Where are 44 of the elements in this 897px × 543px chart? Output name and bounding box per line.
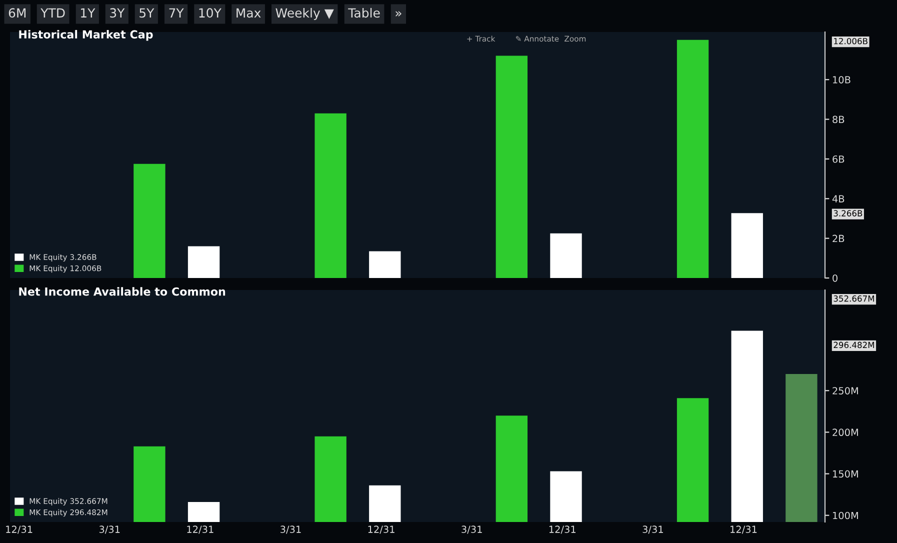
y-tick-label: 150M (833, 470, 858, 478)
bar (496, 56, 528, 278)
text: 3/31 (642, 526, 663, 534)
text: YTD (40, 8, 65, 18)
bar (369, 251, 401, 278)
y-tick-label: 100M (833, 512, 858, 520)
y-tick-label: 0 (832, 274, 838, 282)
bar (134, 164, 166, 278)
chart-title: Net Income Available to Common (19, 287, 226, 296)
text: 352.667M (834, 295, 874, 302)
text: 12/31 (549, 526, 576, 534)
bar (731, 213, 763, 278)
y-tick-label: 2B (832, 234, 844, 242)
y-tick-label: 10B (833, 76, 850, 84)
bar (188, 246, 220, 278)
bar (314, 113, 346, 278)
y-tick-label: 200M (832, 428, 858, 436)
text: 12/31 (368, 526, 394, 534)
bar (676, 40, 709, 278)
text: 5Y (140, 8, 154, 18)
text: 10Y (199, 8, 222, 18)
text: 12/31 (6, 526, 32, 534)
text: 6M (8, 8, 26, 18)
text: 12.006B (834, 38, 868, 44)
chart-title: Historical Market Cap (19, 30, 153, 41)
text: 3/31 (280, 526, 301, 534)
text: » (396, 10, 402, 17)
y-tick-label: 8B (832, 116, 844, 124)
text: 3Y (110, 8, 125, 18)
y-tick-label: 250M (832, 387, 858, 394)
text: 1Y (81, 8, 96, 18)
y-tick-label: 6B (832, 155, 844, 163)
text: 12/31 (187, 526, 214, 534)
text: 3/31 (99, 526, 120, 534)
text: 12/31 (730, 526, 757, 534)
text: Max (236, 8, 261, 18)
text: 296.482M (834, 342, 874, 348)
text: Table (348, 8, 380, 18)
text: 3.266B (834, 210, 862, 216)
text: Weekly ▼ (276, 8, 334, 20)
bar (550, 233, 582, 278)
text: 3/31 (462, 526, 482, 534)
text: 7Y (169, 8, 184, 18)
y-tick-label: 4B (832, 195, 844, 202)
